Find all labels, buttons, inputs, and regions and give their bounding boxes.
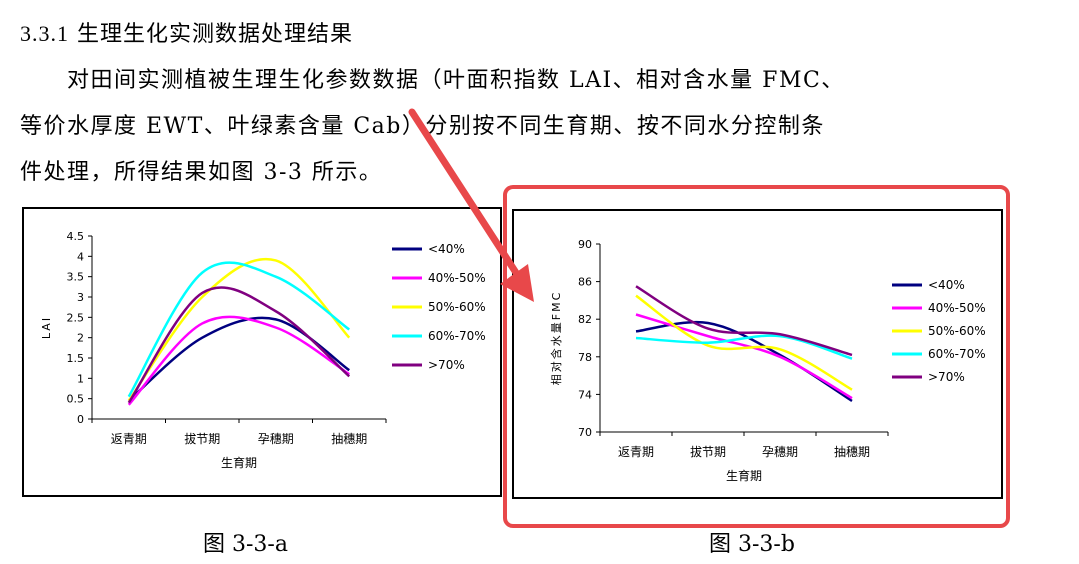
- legend-label: >70%: [928, 370, 965, 384]
- x-axis-title: 生育期: [221, 455, 257, 470]
- y-tick-label: 78: [578, 351, 592, 364]
- series-line: [635, 313, 853, 400]
- section-number: 3.3.1: [20, 21, 69, 46]
- y-tick-label: 1.5: [67, 352, 85, 365]
- y-axis-title: 相对含水量FMC: [549, 291, 563, 386]
- chart-lai-frame: 0 0.5 1 1.5 2 2.5 3 3.5 4 4.5 返青期 拔节期 孕穗期 抽穗期生育期 LAI <4…: [22, 207, 502, 497]
- series-line: [635, 334, 853, 360]
- y-tick-label: 3.5: [67, 271, 85, 284]
- x-category-label: 孕穗期: [762, 445, 798, 459]
- section-heading: 3.3.1 生理生化实测数据处理结果: [20, 16, 353, 48]
- x-category-label: 返青期: [111, 432, 147, 446]
- y-tick-label: 0.5: [67, 393, 85, 406]
- highlight-box: [503, 185, 1010, 528]
- legend-label: <40%: [428, 242, 465, 256]
- legend-label: 40%-50%: [428, 271, 486, 285]
- y-tick-label: 0: [77, 413, 84, 426]
- x-axis-title: 生育期: [726, 468, 762, 483]
- paragraph-line-3: 件处理，所得结果如图 3-3 所示。: [20, 160, 383, 185]
- y-tick-label: 82: [578, 313, 592, 326]
- y-tick-label: 90: [578, 238, 592, 251]
- section-title: 生理生化实测数据处理结果: [77, 22, 354, 47]
- series-line: [127, 261, 350, 398]
- y-axis-title: LAI: [40, 316, 53, 339]
- series-line: [127, 257, 351, 402]
- legend-label: <40%: [928, 278, 965, 292]
- x-category-label: 抽穗期: [331, 432, 367, 446]
- y-tick-label: 2: [77, 332, 84, 345]
- y-tick-label: 4.5: [67, 230, 85, 243]
- legend-label: 40%-50%: [928, 301, 986, 315]
- y-tick-label: 3: [77, 291, 84, 304]
- figure-caption-a: 图 3-3-a: [203, 532, 288, 557]
- legend-label: 60%-70%: [428, 329, 486, 343]
- y-tick-label: 74: [578, 388, 592, 401]
- x-category-label: 拔节期: [690, 444, 726, 459]
- x-category-label: 返青期: [618, 445, 654, 459]
- x-category-label: 拔节期: [184, 431, 220, 446]
- y-tick-label: 70: [578, 426, 592, 439]
- series-line: [635, 294, 853, 391]
- figure-caption-b: 图 3-3-b: [709, 532, 795, 557]
- paragraph-line-2: 等价水厚度 EWT、叶绿素含量 Cab）分别按不同生育期、按不同水分控制条: [20, 114, 825, 139]
- legend-label: >70%: [428, 358, 465, 372]
- x-category-label: 孕穗期: [258, 432, 294, 446]
- y-tick-label: 4: [77, 250, 84, 263]
- legend-label: 50%-60%: [928, 324, 986, 338]
- paragraph-line-1: 对田间实测植被生理生化参数数据（叶面积指数 LAI、相对含水量 FMC、: [20, 68, 845, 93]
- series-line: [127, 286, 351, 404]
- series-line: [127, 315, 350, 406]
- legend-label: 60%-70%: [928, 347, 986, 361]
- y-tick-label: 86: [578, 276, 592, 289]
- series-line: [635, 285, 853, 357]
- y-tick-label: 2.5: [67, 311, 85, 324]
- y-tick-label: 1: [77, 372, 84, 385]
- legend-label: 50%-60%: [428, 300, 486, 314]
- chart-fmc-frame: 70 74 78 82 86 90 返青期 拔节期 孕穗期 抽穗期生育期 相对含水量FMC <40% 4…: [512, 209, 1003, 499]
- x-category-label: 抽穗期: [834, 445, 870, 459]
